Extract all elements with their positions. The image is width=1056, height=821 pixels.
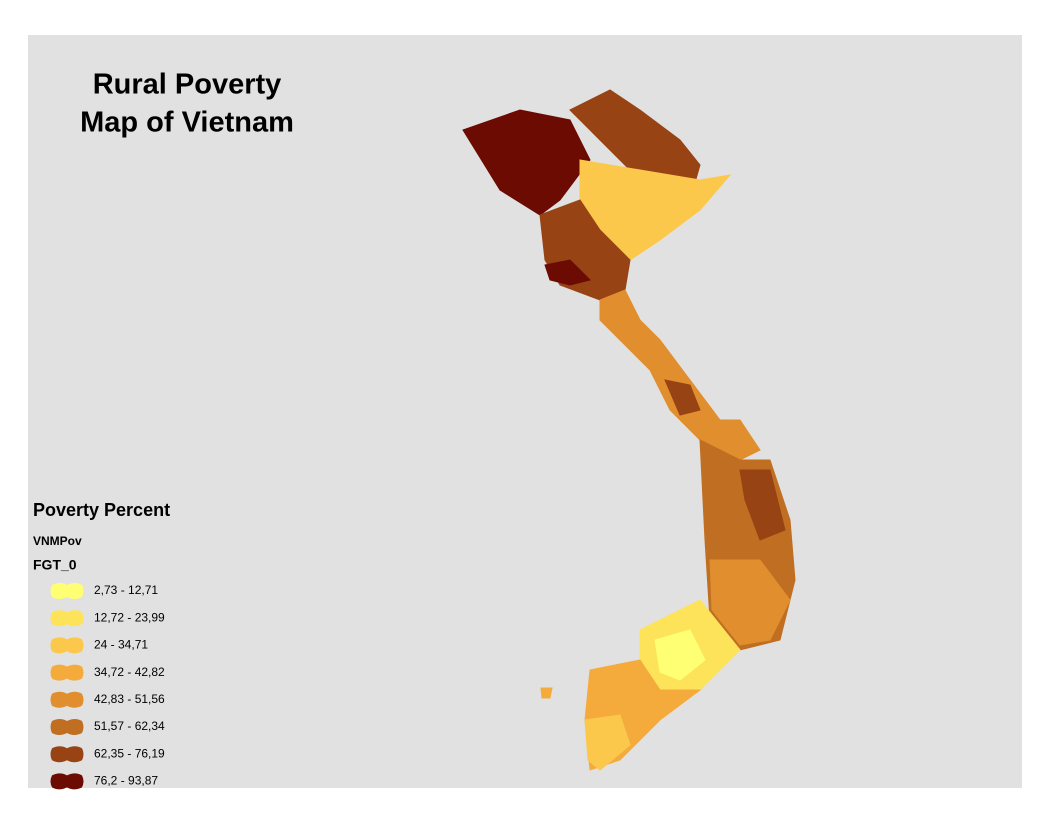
legend-label: 2,73 - 12,71 (94, 583, 158, 597)
legend-swatch (50, 773, 84, 790)
region (709, 559, 791, 646)
legend-label: 12,72 - 23,99 (94, 610, 165, 624)
legend-swatch (50, 746, 84, 763)
country-map (462, 89, 796, 771)
legend: 2,73 - 12,71 12,72 - 23,99 24 - 34,71 34,72… (50, 583, 165, 790)
region (540, 687, 553, 699)
region (599, 289, 761, 461)
legend-swatch (50, 610, 84, 627)
legend-label: 42,83 - 51,56 (94, 692, 165, 706)
legend-field: FGT_0 (33, 557, 77, 573)
legend-title: Poverty Percent (33, 500, 170, 520)
region (584, 714, 631, 771)
region (462, 109, 591, 216)
legend-layer: VNMPov (33, 534, 82, 548)
legend-swatch (50, 583, 84, 599)
region (544, 259, 591, 286)
legend-label: 34,72 - 42,82 (94, 665, 165, 679)
legend-label: 62,35 - 76,19 (94, 746, 165, 760)
title-line: Map of Vietnam (80, 107, 294, 139)
region (739, 469, 786, 541)
title-line: Rural Poverty (93, 69, 282, 101)
region (654, 629, 706, 681)
legend-swatch (50, 664, 84, 681)
region (664, 379, 701, 416)
legend-label: 76,2 - 93,87 (94, 774, 158, 788)
legend-label: 51,57 - 62,34 (94, 719, 165, 733)
legend-label: 24 - 34,71 (94, 638, 148, 652)
legend-swatch (50, 637, 84, 654)
legend-swatch (50, 719, 84, 735)
legend-swatch (50, 691, 84, 708)
region (569, 89, 701, 201)
